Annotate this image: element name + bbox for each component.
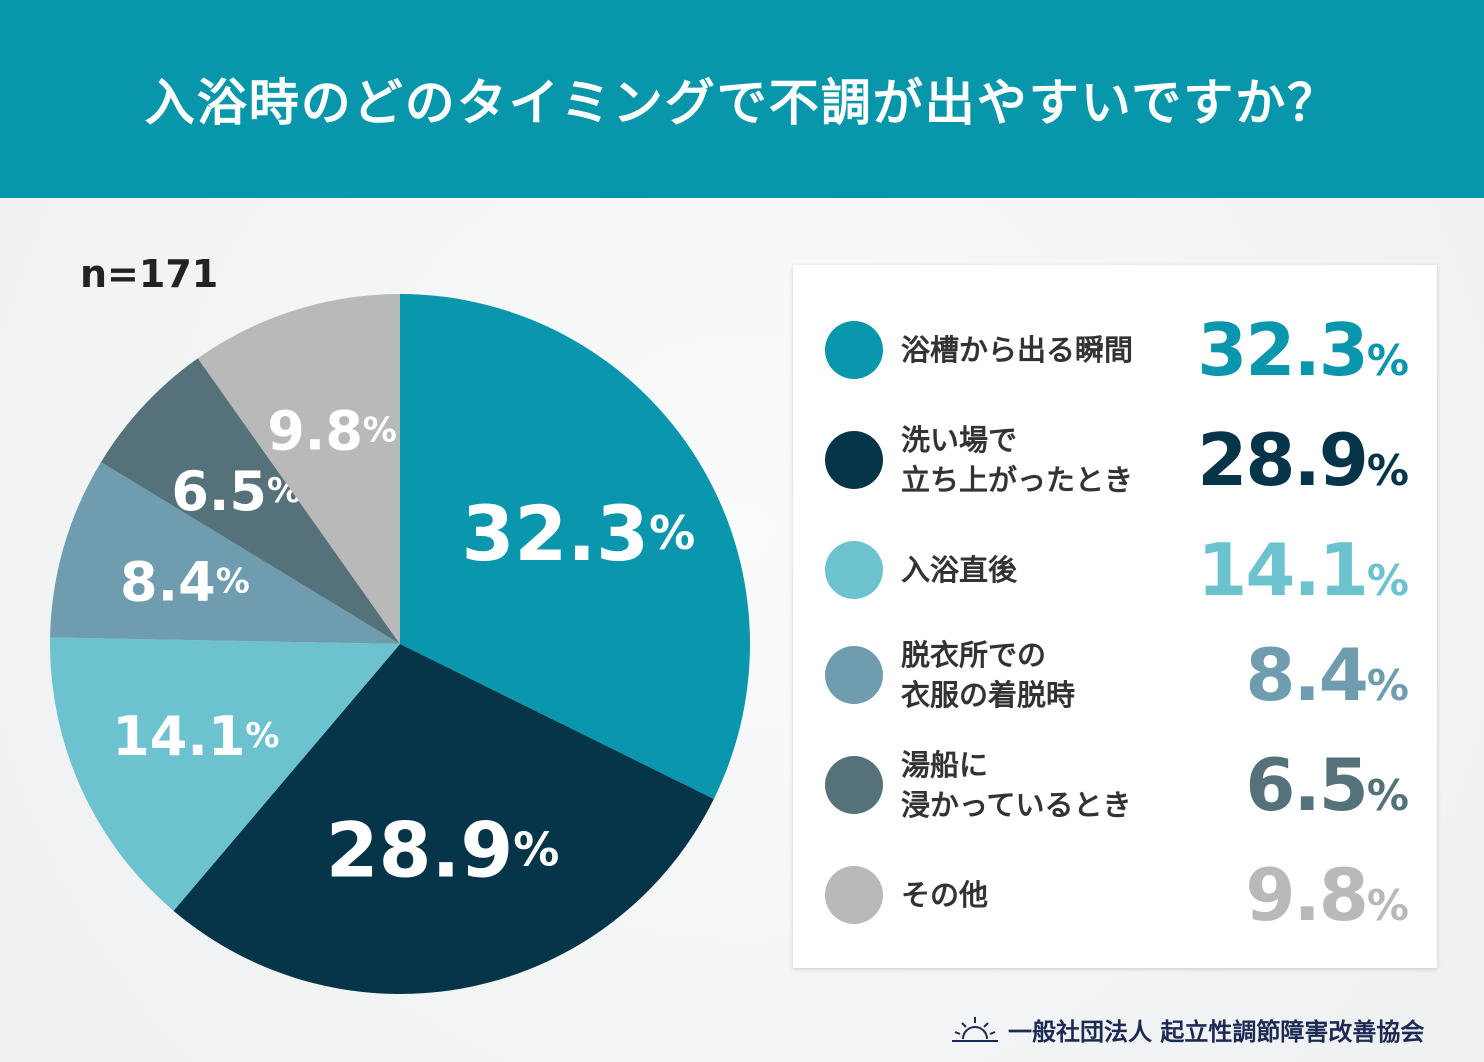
legend-number: 32.3 bbox=[1197, 308, 1369, 392]
slice-label: 8.4% bbox=[120, 550, 250, 613]
legend-value: 28.9% bbox=[1197, 418, 1409, 502]
organization-name: 一般社団法人 起立性調節障害改善協会 bbox=[1008, 1018, 1425, 1046]
legend-item: その他 9.8% bbox=[793, 845, 1437, 945]
footer: 一般社団法人 起立性調節障害改善協会 bbox=[950, 1012, 1424, 1047]
legend-label: 脱衣所での 衣服の着脱時 bbox=[901, 638, 1076, 712]
slice-value: 28.9 bbox=[326, 805, 514, 894]
legend-item: 入浴直後 14.1% bbox=[793, 520, 1437, 620]
slice-unit: % bbox=[216, 562, 250, 602]
slice-label: 32.3% bbox=[462, 489, 696, 578]
legend-number: 14.1 bbox=[1197, 528, 1369, 612]
slice-value: 14.1 bbox=[112, 705, 245, 768]
legend-value: 9.8% bbox=[1245, 853, 1409, 937]
legend-swatch bbox=[825, 646, 883, 704]
legend-item: 洗い場で 立ち上がったとき 28.9% bbox=[793, 410, 1437, 510]
legend-unit: % bbox=[1366, 661, 1409, 710]
legend-swatch bbox=[825, 321, 883, 379]
legend-value: 8.4% bbox=[1245, 633, 1409, 717]
sunrise-icon bbox=[952, 1016, 998, 1042]
pie-slice bbox=[197, 294, 400, 644]
sample-size: n=171 bbox=[80, 252, 219, 296]
legend-label: 洗い場で 立ち上がったとき bbox=[901, 423, 1134, 497]
legend-value: 14.1% bbox=[1197, 528, 1409, 612]
slice-unit: % bbox=[245, 716, 279, 756]
slice-unit: % bbox=[363, 411, 397, 451]
legend-label: 入浴直後 bbox=[901, 553, 1018, 587]
legend-unit: % bbox=[1366, 881, 1409, 930]
legend-number: 8.4 bbox=[1245, 633, 1369, 717]
legend-swatch bbox=[825, 541, 883, 599]
legend-value: 6.5% bbox=[1245, 743, 1409, 827]
pie-slice bbox=[173, 644, 714, 994]
legend-number: 9.8 bbox=[1245, 853, 1369, 937]
pie-slice bbox=[400, 294, 750, 799]
pie-slice bbox=[50, 462, 401, 644]
pie-slice bbox=[49, 637, 400, 911]
slice-value: 8.4 bbox=[120, 550, 216, 613]
slice-label: 28.9% bbox=[326, 805, 560, 894]
slice-value: 9.8 bbox=[267, 399, 363, 462]
legend-item: 脱衣所での 衣服の着脱時 8.4% bbox=[793, 625, 1437, 725]
slice-unit: % bbox=[513, 823, 559, 877]
legend-item: 浴槽から出る瞬間 32.3% bbox=[793, 300, 1437, 400]
slice-value: 32.3 bbox=[462, 489, 650, 578]
legend-value: 32.3% bbox=[1197, 308, 1409, 392]
legend-swatch bbox=[825, 866, 883, 924]
chart-title: 入浴時のどのタイミングで不調が出やすいですか？ bbox=[144, 74, 1340, 132]
slice-value: 6.5 bbox=[171, 460, 267, 523]
legend-swatch bbox=[825, 756, 883, 814]
legend-unit: % bbox=[1366, 556, 1409, 605]
legend-label: その他 bbox=[901, 878, 989, 912]
legend-label: 湯船に 浸かっているとき bbox=[901, 748, 1132, 822]
slice-label: 9.8% bbox=[267, 399, 397, 462]
title-banner: 入浴時のどのタイミングで不調が出やすいですか？ bbox=[0, 0, 1484, 198]
legend-unit: % bbox=[1366, 771, 1409, 820]
legend-swatch bbox=[825, 431, 883, 489]
legend-unit: % bbox=[1366, 446, 1409, 495]
slice-unit: % bbox=[649, 506, 695, 560]
legend: 浴槽から出る瞬間 32.3% 洗い場で 立ち上がったとき 28.9% 入浴直後 14.1%… bbox=[793, 265, 1437, 968]
slice-label: 14.1% bbox=[112, 705, 279, 768]
legend-number: 28.9 bbox=[1197, 418, 1369, 502]
pie-chart: 32.3%28.9%14.1%8.4%6.5%9.8% bbox=[49, 294, 750, 994]
legend-unit: % bbox=[1366, 336, 1409, 385]
legend-number: 6.5 bbox=[1245, 743, 1369, 827]
pie-slice bbox=[101, 358, 400, 644]
legend-item: 湯船に 浸かっているとき 6.5% bbox=[793, 735, 1437, 835]
legend-label: 浴槽から出る瞬間 bbox=[901, 333, 1134, 367]
